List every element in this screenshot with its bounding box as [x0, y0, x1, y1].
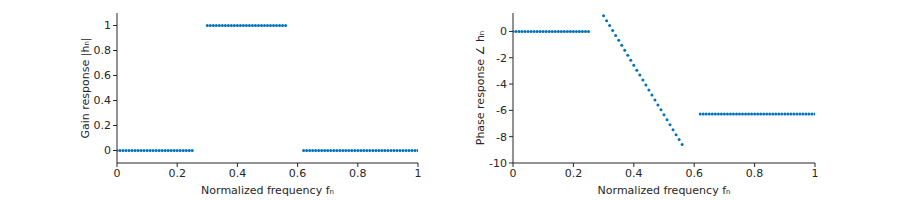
svg-text:-4: -4: [496, 78, 507, 91]
svg-text:1: 1: [415, 167, 422, 180]
svg-text:0.4: 0.4: [94, 94, 112, 107]
html-text:Phase response ∠ hₙ: Phase response ∠ hₙ: [473, 30, 487, 146]
svg-text:1: 1: [104, 19, 111, 32]
svg-text:0.8: 0.8: [94, 44, 112, 57]
svg-text:-8: -8: [496, 131, 507, 144]
svg-text:-10: -10: [489, 157, 507, 170]
svg-text:0.6: 0.6: [289, 167, 307, 180]
svg-text:0: 0: [510, 167, 517, 180]
svg-text:0.2: 0.2: [565, 167, 583, 180]
html-text:Gain response |hₙ|: Gain response |hₙ|: [78, 37, 92, 139]
svg-text:0.4: 0.4: [229, 167, 247, 180]
html-text:Normalized frequency fₙ: Normalized frequency fₙ: [201, 183, 334, 197]
svg-text:0.8: 0.8: [746, 167, 764, 180]
svg-text:0: 0: [500, 25, 507, 38]
svg-text:0.2: 0.2: [94, 119, 112, 132]
svg-text:-2: -2: [496, 52, 507, 65]
svg-text:1: 1: [812, 167, 819, 180]
svg-text:0.8: 0.8: [349, 167, 367, 180]
html-text:Normalized frequency fₙ: Normalized frequency fₙ: [597, 183, 731, 197]
svg-text:0: 0: [114, 167, 121, 180]
svg-text:0.6: 0.6: [94, 69, 112, 82]
svg-text:0.2: 0.2: [168, 167, 186, 180]
svg-text:-6: -6: [496, 104, 507, 117]
svg-text:0.6: 0.6: [685, 167, 703, 180]
svg-text:0.4: 0.4: [625, 167, 643, 180]
svg-text:0: 0: [104, 144, 111, 157]
